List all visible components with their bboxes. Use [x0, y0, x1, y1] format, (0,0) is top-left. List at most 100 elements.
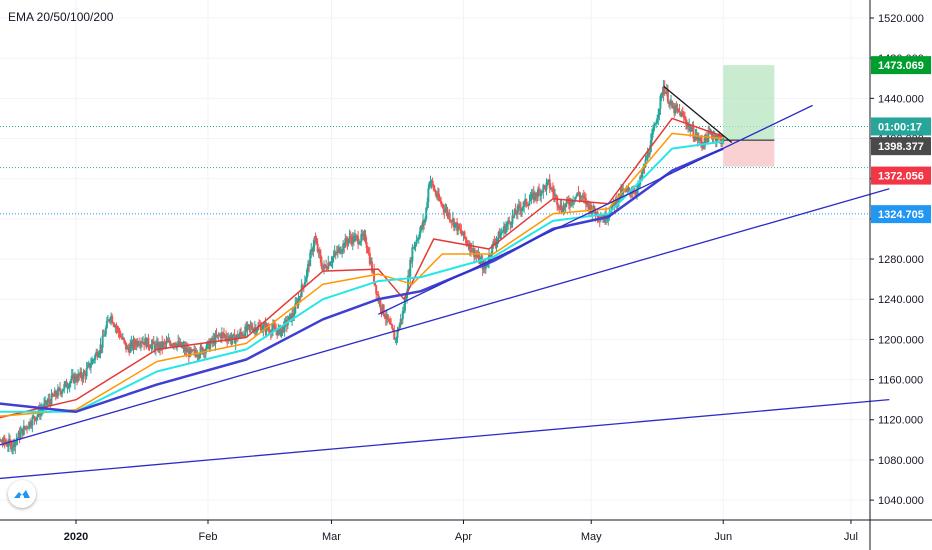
- candle-body: [550, 188, 553, 190]
- candle-body: [225, 335, 228, 339]
- candle-body: [5, 443, 8, 446]
- candle-body: [359, 241, 362, 244]
- y-tick-label: 1520.000: [878, 13, 924, 25]
- candle-body: [637, 184, 640, 189]
- candle-body: [466, 243, 469, 245]
- candle-body: [138, 344, 141, 346]
- candle-body: [380, 308, 383, 311]
- candle-body: [46, 402, 49, 405]
- candle-body: [613, 202, 616, 207]
- candle-body: [33, 416, 36, 419]
- candle-body: [35, 416, 38, 421]
- candle-body: [6, 445, 9, 447]
- candle-body: [159, 343, 162, 349]
- candle-body: [99, 344, 102, 353]
- x-tick-label: May: [581, 531, 602, 543]
- candle-body: [287, 316, 290, 323]
- candle-body: [221, 332, 224, 334]
- candle-body: [681, 112, 684, 115]
- candle-body: [447, 213, 450, 216]
- candle-body: [630, 192, 633, 195]
- candle-body: [575, 195, 578, 198]
- candle-body: [452, 218, 455, 228]
- candle-body: [416, 239, 419, 241]
- candle-body: [530, 193, 533, 199]
- candle-body: [482, 263, 485, 270]
- candle-body: [544, 185, 547, 190]
- candle-body: [450, 221, 453, 223]
- candle-body: [118, 332, 121, 337]
- candle-body: [710, 131, 713, 136]
- candle-body: [9, 439, 11, 442]
- candle-body: [593, 206, 596, 212]
- candle-body: [350, 239, 353, 244]
- candle-body: [199, 346, 202, 355]
- candle-body: [139, 342, 142, 345]
- candle-body: [183, 345, 186, 352]
- candle-body: [127, 347, 130, 349]
- candle-body: [346, 241, 349, 244]
- candle-body: [640, 176, 643, 178]
- candle-body: [247, 324, 250, 326]
- price-tag-stop: [871, 166, 931, 185]
- candle-body: [44, 400, 47, 404]
- candle-body: [156, 342, 159, 351]
- candle-body: [499, 233, 502, 239]
- candle-body: [231, 334, 234, 339]
- trendline: [0, 188, 890, 446]
- x-tick-label: Jun: [714, 531, 732, 543]
- candle-body: [141, 342, 143, 344]
- candle-body: [627, 188, 630, 190]
- candle-body: [104, 328, 107, 336]
- candle-body: [149, 347, 152, 349]
- candle-body: [277, 328, 280, 335]
- price-tag-label: 1324.705: [878, 209, 924, 221]
- candle-body: [542, 185, 545, 193]
- candle-body: [71, 374, 74, 376]
- candle-body: [323, 264, 326, 270]
- candle-body: [129, 344, 132, 353]
- candle-body: [54, 391, 57, 396]
- candle-body: [253, 327, 256, 329]
- candle-body: [354, 235, 357, 237]
- candle-body: [196, 355, 199, 357]
- candle-body: [687, 125, 690, 128]
- candle-body: [26, 426, 29, 429]
- candle-body: [581, 195, 584, 198]
- candle-body: [360, 234, 363, 242]
- candle-body: [568, 204, 571, 206]
- candle-body: [580, 196, 583, 198]
- candle-body: [193, 349, 196, 351]
- candle-body: [632, 191, 635, 194]
- candle-body: [392, 328, 395, 332]
- candle-body: [22, 425, 25, 435]
- candle-body: [689, 125, 692, 132]
- candle-body: [590, 205, 593, 214]
- chart-grid: [0, 0, 870, 520]
- candle-body: [541, 191, 544, 193]
- candle-body: [24, 426, 27, 428]
- candle-body: [19, 431, 22, 439]
- candle-body: [409, 259, 412, 277]
- candle-body: [489, 254, 492, 257]
- candle-body: [82, 372, 85, 380]
- candle-body: [316, 243, 319, 252]
- candle-body: [110, 316, 113, 319]
- candle-body: [232, 334, 235, 336]
- candle-body: [648, 152, 651, 155]
- candle-body: [694, 135, 697, 140]
- tradingview-logo-icon[interactable]: [8, 480, 36, 508]
- candle-body: [661, 92, 664, 95]
- candle-body: [83, 372, 86, 374]
- candle-body: [165, 341, 168, 344]
- candle-body: [64, 381, 67, 385]
- candle-body: [97, 355, 100, 357]
- candle-body: [370, 261, 373, 272]
- candle-body: [382, 304, 385, 315]
- candle-body: [317, 249, 320, 252]
- candle-body: [299, 296, 302, 298]
- candle-body: [332, 255, 335, 258]
- candle-body: [56, 388, 59, 397]
